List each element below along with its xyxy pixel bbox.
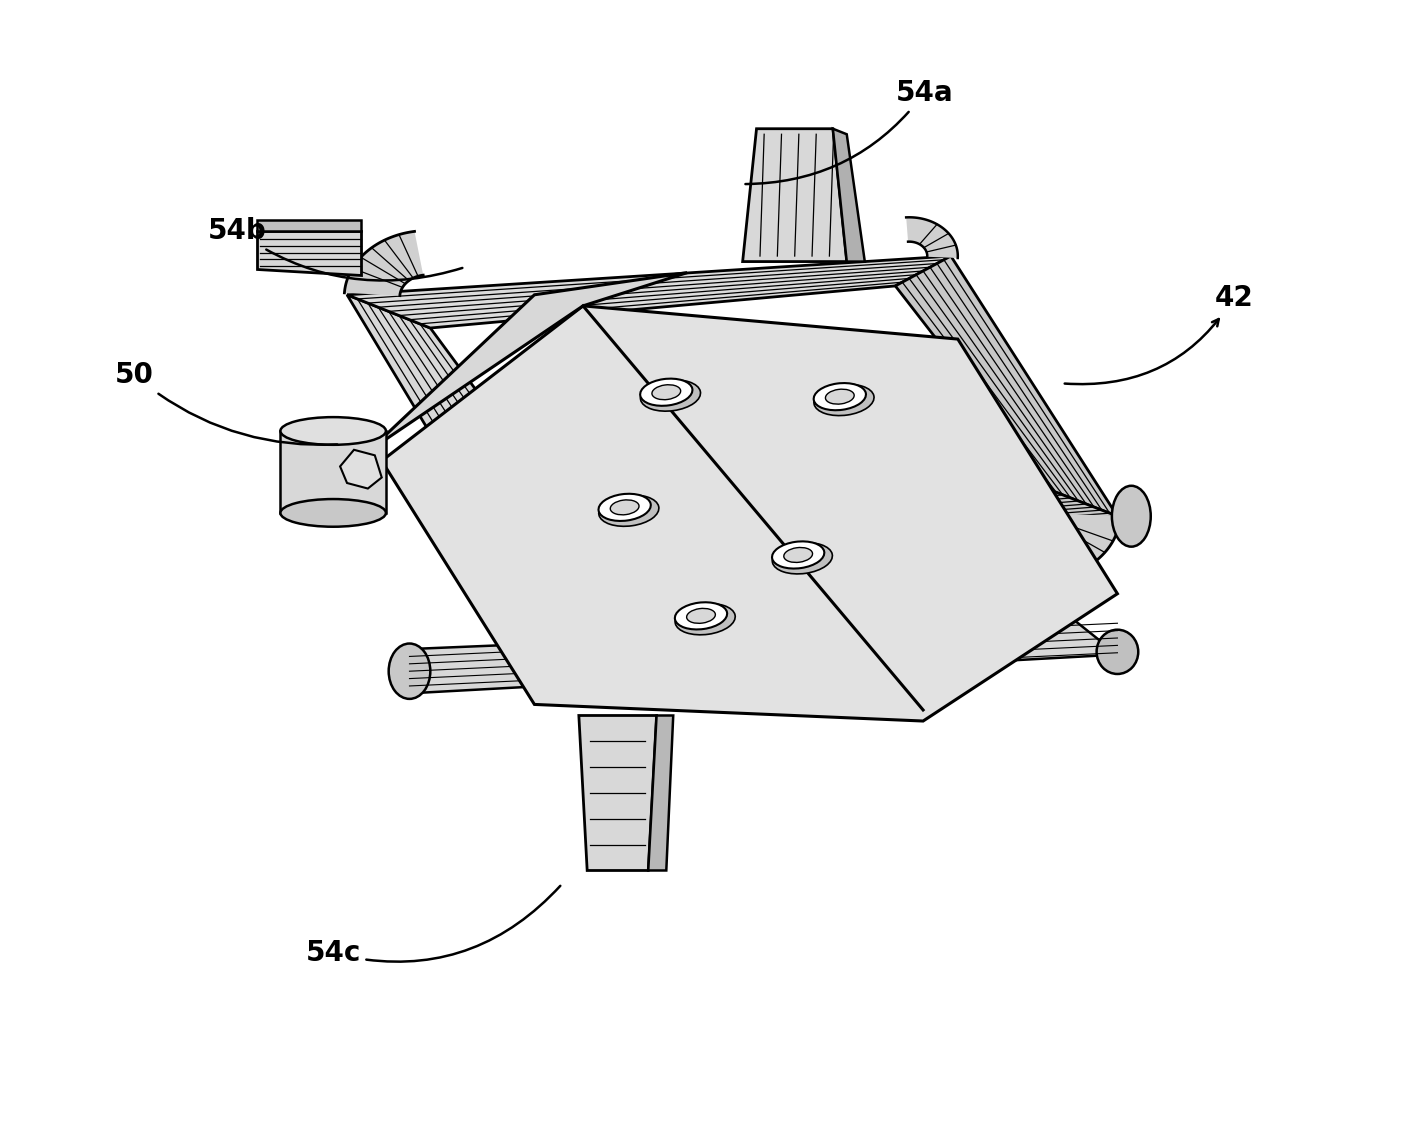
Ellipse shape xyxy=(676,603,735,634)
Polygon shape xyxy=(833,129,865,261)
Ellipse shape xyxy=(784,547,813,563)
Ellipse shape xyxy=(599,495,659,526)
Ellipse shape xyxy=(815,385,873,416)
Polygon shape xyxy=(280,430,386,513)
Ellipse shape xyxy=(641,380,701,411)
Polygon shape xyxy=(257,220,360,231)
Polygon shape xyxy=(906,217,958,258)
Ellipse shape xyxy=(652,385,680,400)
Text: 54b: 54b xyxy=(209,217,463,280)
Polygon shape xyxy=(506,492,1117,560)
Ellipse shape xyxy=(1112,485,1151,547)
Polygon shape xyxy=(579,715,656,871)
Ellipse shape xyxy=(826,389,854,404)
Polygon shape xyxy=(257,231,360,275)
Polygon shape xyxy=(353,272,687,461)
Polygon shape xyxy=(896,256,1117,516)
Ellipse shape xyxy=(674,602,728,629)
Polygon shape xyxy=(1042,515,1120,580)
Text: 42: 42 xyxy=(1064,284,1253,385)
Ellipse shape xyxy=(280,417,386,445)
Ellipse shape xyxy=(773,543,833,574)
Polygon shape xyxy=(648,715,673,871)
Text: 54a: 54a xyxy=(746,80,953,184)
Polygon shape xyxy=(499,558,551,600)
Polygon shape xyxy=(381,306,1117,721)
Polygon shape xyxy=(743,129,847,261)
Polygon shape xyxy=(345,231,423,296)
Ellipse shape xyxy=(1096,630,1138,674)
Ellipse shape xyxy=(280,499,386,527)
Ellipse shape xyxy=(599,493,651,521)
Polygon shape xyxy=(341,450,381,489)
Ellipse shape xyxy=(388,643,430,698)
Ellipse shape xyxy=(610,500,639,515)
Text: 54c: 54c xyxy=(306,886,561,967)
Polygon shape xyxy=(348,256,951,328)
Polygon shape xyxy=(348,295,583,560)
Ellipse shape xyxy=(641,379,693,406)
Ellipse shape xyxy=(687,609,715,623)
Ellipse shape xyxy=(773,541,824,568)
Polygon shape xyxy=(409,621,1117,694)
Ellipse shape xyxy=(813,383,866,410)
Text: 50: 50 xyxy=(115,361,338,445)
